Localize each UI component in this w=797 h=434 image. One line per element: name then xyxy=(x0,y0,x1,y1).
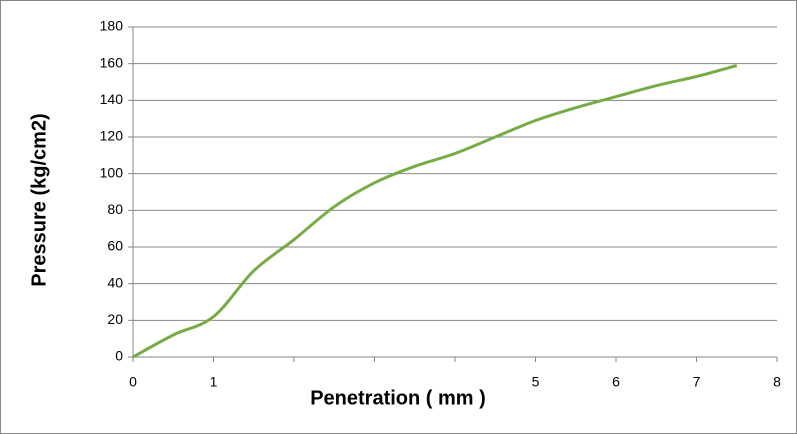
y-tick-label: 140 xyxy=(100,91,124,107)
y-tick-label: 0 xyxy=(115,348,123,364)
y-axis-title: Pressure (kg/cm2) xyxy=(28,113,50,286)
y-tick-label: 80 xyxy=(107,201,123,217)
x-tick-label: 0 xyxy=(129,374,137,390)
x-tick-label: 7 xyxy=(693,374,701,390)
y-tick-label: 120 xyxy=(100,128,124,144)
y-tick-label: 60 xyxy=(107,238,123,254)
x-tick-label: 8 xyxy=(773,374,781,390)
x-tick-label: 1 xyxy=(210,374,218,390)
x-axis-title: Penetration ( mm ) xyxy=(310,387,486,409)
y-tick-label: 160 xyxy=(100,54,124,70)
y-tick-label: 180 xyxy=(100,18,124,34)
x-tick-label: 6 xyxy=(612,374,620,390)
x-tick-label: 5 xyxy=(532,374,540,390)
y-tick-label: 100 xyxy=(100,164,124,180)
data-line xyxy=(132,64,738,359)
y-tick-label: 40 xyxy=(107,274,123,290)
y-tick-label: 20 xyxy=(107,311,123,327)
